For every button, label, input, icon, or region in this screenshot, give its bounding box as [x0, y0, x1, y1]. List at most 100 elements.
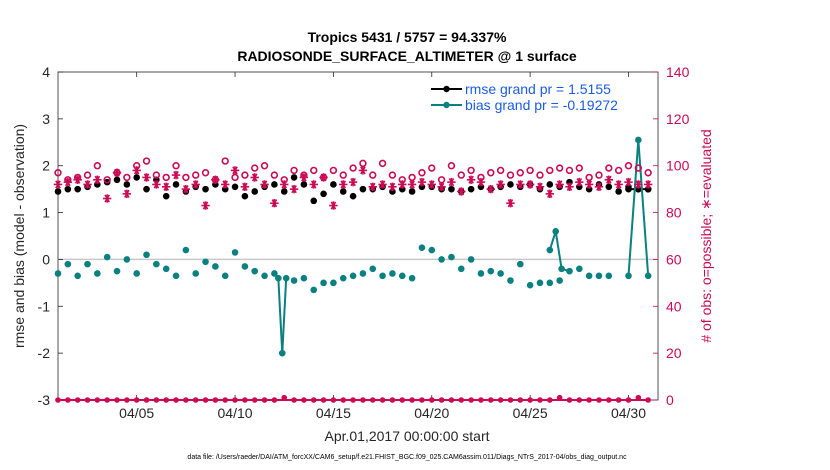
bias-point: [477, 270, 485, 277]
count-baseline-point: [625, 397, 632, 403]
count-baseline-point: [635, 394, 642, 401]
tick-labels: 04/05 04/10 04/15 04/20 04/25 04/30 -3 -2 -1 0 1 2 3…: [38, 64, 690, 421]
y-axis-label: rmse and bias (model - observation): [11, 124, 27, 348]
rmse-point: [546, 181, 554, 188]
evaluated-obs-point: [270, 199, 279, 208]
bias-point: [290, 277, 298, 284]
evaluated-obs-point: [171, 170, 181, 180]
evaluated-obs-point: [447, 177, 456, 187]
bias-point: [369, 265, 377, 273]
evaluated-obs-point: [496, 180, 505, 189]
count-baseline-point: [310, 397, 317, 403]
count-baseline-point: [438, 397, 445, 403]
rmse-point: [172, 181, 180, 188]
evaluated-obs-point: [142, 173, 151, 182]
rmse-point: [330, 181, 337, 188]
evaluated-obs-point: [486, 184, 495, 194]
evaluated-obs-point: [299, 173, 309, 182]
x-tick-label: 04/20: [414, 405, 449, 421]
bias-point: [182, 246, 190, 254]
bias-point: [585, 272, 593, 280]
evaluated-obs-point: [388, 182, 397, 191]
count-baseline-point: [153, 397, 160, 403]
possible-obs-point: [634, 164, 643, 172]
count-baseline-point: [261, 397, 268, 403]
rmse-point: [310, 197, 318, 205]
bias-point: [143, 251, 150, 259]
rmse-point: [231, 183, 239, 191]
evaluated-obs-point: [122, 189, 132, 199]
evaluated-obs-point: [250, 173, 259, 182]
count-baseline-point: [566, 397, 573, 403]
chart-title: Tropics 5431 / 5757 = 94.337%: [308, 29, 507, 45]
rmse-point: [625, 185, 632, 193]
bias-point: [94, 270, 101, 277]
bias-point: [300, 274, 308, 282]
possible-obs-point: [487, 169, 495, 177]
bias-point: [389, 270, 396, 277]
evaluated-obs-point: [457, 187, 466, 196]
possible-obs-point: [575, 164, 584, 172]
evaluated-obs-point: [634, 180, 643, 189]
evaluated-obs-point: [555, 180, 564, 189]
rmse-point: [113, 176, 121, 184]
count-baseline-point: [291, 397, 297, 403]
evaluated-obs-point: [624, 177, 633, 187]
bias-point: [271, 270, 278, 277]
possible-obs-point: [418, 169, 426, 177]
bias-point: [428, 246, 436, 254]
rmse-point: [339, 188, 347, 195]
bias-point: [359, 270, 367, 277]
bias-segment: [637, 139, 650, 276]
bias-point: [153, 260, 160, 268]
y-tick-label: 0: [42, 251, 50, 267]
evaluated-obs-point: [112, 168, 122, 177]
bias-point: [605, 272, 613, 280]
bias-point: [536, 279, 544, 287]
possible-obs-point: [83, 171, 92, 179]
y-right-tick-label: 80: [666, 205, 682, 221]
evaluated-obs-point: [398, 180, 407, 189]
legend-bias-label: bias grand pr = -0.19272: [465, 97, 618, 113]
count-baseline-point: [114, 397, 120, 403]
count-baseline-point: [369, 397, 376, 403]
y-right-tick-label: 20: [666, 345, 682, 361]
bias-point: [202, 258, 209, 266]
bias-point: [635, 136, 642, 144]
count-baseline-point: [615, 397, 622, 403]
bias-segment: [627, 139, 640, 276]
evaluated-obs-point: [643, 180, 653, 189]
possible-obs-point: [624, 162, 633, 170]
count-baseline-point: [232, 397, 238, 403]
count-baseline-point: [340, 397, 347, 403]
count-baseline-point: [192, 397, 199, 403]
x-axis-label: Apr.01,2017 00:00:00 start: [324, 428, 489, 444]
bias-point: [123, 256, 131, 263]
evaluated-obs-point: [545, 189, 555, 199]
count-baseline-point: [173, 397, 179, 403]
bias-point: [595, 272, 603, 280]
rmse-point: [251, 188, 259, 195]
legend: rmse grand pr = 1.5155 bias grand pr = -…: [431, 81, 618, 113]
rmse-point: [54, 188, 62, 195]
x-tick-label: 04/10: [218, 405, 253, 421]
possible-obs-point: [457, 171, 465, 179]
rmse-point: [448, 185, 455, 193]
bias-point: [282, 274, 290, 282]
bias-segment: [277, 278, 284, 354]
bias-point: [556, 277, 563, 284]
evaluated-obs-point: [211, 175, 220, 184]
bias-point: [497, 270, 504, 277]
count-baseline-point: [409, 397, 415, 403]
bias-point: [54, 270, 62, 277]
count-baseline-point: [104, 397, 110, 403]
possible-obs-point: [388, 171, 397, 179]
evaluated-obs-point: [516, 180, 525, 189]
count-baseline-point: [537, 397, 543, 403]
count-baseline-point: [330, 397, 337, 403]
possible-obs-point: [142, 157, 151, 165]
evaluated-obs-point: [437, 182, 446, 191]
count-baseline-point: [360, 397, 366, 403]
evaluated-obs-point: [329, 201, 338, 210]
evaluated-obs-point: [339, 180, 348, 189]
